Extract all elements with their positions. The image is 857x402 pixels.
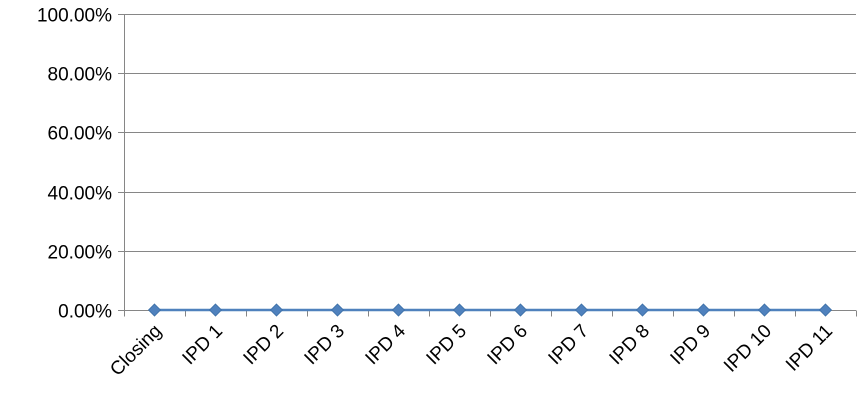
x-tick-label: IPD 7 — [545, 321, 593, 369]
x-tick-label: IPD 11 — [782, 321, 837, 376]
data-point-marker — [391, 303, 406, 317]
x-tick-label: IPD 1 — [179, 321, 227, 369]
series — [147, 303, 833, 317]
data-point-marker — [635, 303, 650, 317]
x-tick-label: IPD 6 — [484, 321, 532, 369]
data-point-marker — [269, 303, 284, 317]
x-tick-label: IPD 5 — [423, 321, 471, 369]
data-point-marker — [147, 303, 162, 317]
x-tick-label: IPD 2 — [240, 321, 288, 369]
y-tick-label: 0.00% — [58, 302, 112, 323]
y-tick-label: 80.00% — [48, 65, 113, 86]
data-point-marker — [818, 303, 833, 317]
gridlines — [124, 14, 856, 252]
data-point-marker — [696, 303, 711, 317]
y-tick-label: 40.00% — [48, 184, 113, 205]
data-point-marker — [513, 303, 528, 317]
axes — [118, 14, 857, 317]
data-point-marker — [208, 303, 223, 317]
x-tick-label: IPD 10 — [720, 321, 776, 377]
x-tick-labels: Closing IPD 1 IPD 2 IPD 3 IPD 4 IPD 5 IPD 6 IPD… — [106, 320, 837, 380]
data-point-marker — [757, 303, 772, 317]
y-tick-label: 60.00% — [48, 124, 113, 145]
x-tick-label: IPD 4 — [362, 320, 411, 369]
x-tick-label: IPD 9 — [667, 321, 715, 369]
data-point-marker — [574, 303, 589, 317]
y-tick-label: 100.00% — [37, 6, 112, 27]
y-tick-label: 20.00% — [48, 243, 113, 264]
x-tick-label: Closing — [106, 321, 166, 381]
data-point-marker — [330, 303, 345, 317]
x-tick-label: IPD 8 — [606, 321, 654, 369]
x-tick-label: IPD 3 — [301, 321, 349, 369]
y-tick-labels: 0.00% 20.00% 40.00% 60.00% 80.00% 100.00% — [37, 6, 112, 323]
data-point-marker — [452, 303, 467, 317]
